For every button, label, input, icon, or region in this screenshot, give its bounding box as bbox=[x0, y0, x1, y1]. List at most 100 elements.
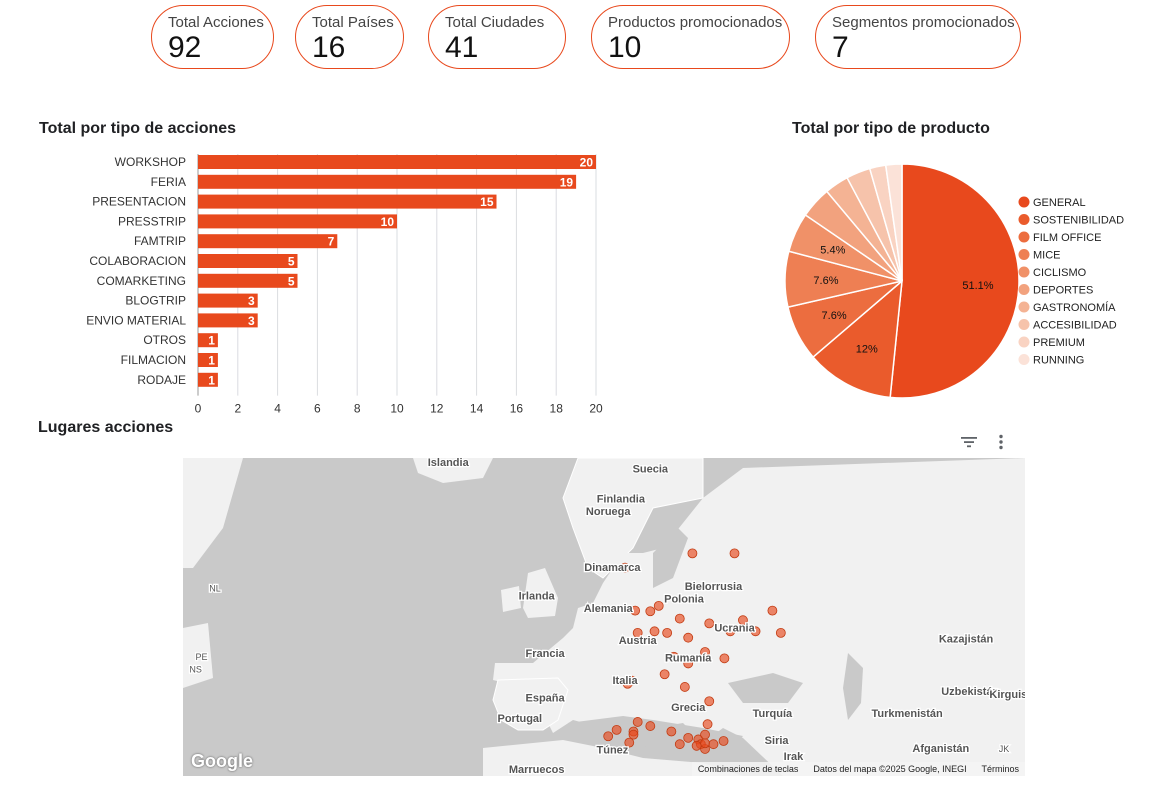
bar[interactable] bbox=[198, 234, 338, 249]
map-label: Siria bbox=[765, 735, 790, 747]
map-marker[interactable] bbox=[704, 696, 715, 707]
map-marker[interactable] bbox=[674, 739, 685, 750]
map-marker[interactable] bbox=[775, 627, 786, 638]
category-label: RODAJE bbox=[137, 373, 186, 387]
map-marker[interactable] bbox=[653, 600, 664, 611]
map-marker[interactable] bbox=[626, 675, 637, 686]
map-marker[interactable] bbox=[729, 548, 740, 559]
map-marker[interactable] bbox=[718, 736, 729, 746]
map-label: Francia bbox=[525, 648, 565, 660]
map-marker[interactable] bbox=[620, 562, 630, 573]
map-marker[interactable] bbox=[611, 724, 622, 735]
map-marker[interactable] bbox=[700, 738, 710, 749]
map-marker[interactable] bbox=[683, 732, 694, 743]
category-label: WORKSHOP bbox=[115, 155, 186, 169]
x-tick-label: 4 bbox=[274, 402, 281, 416]
map-marker[interactable] bbox=[767, 605, 778, 616]
bar[interactable] bbox=[198, 214, 397, 229]
bar-chart: 0 2 4 6 8 10 12 14 16 18 20 WORKSHOP 20 FERIA 19 PRESEN… bbox=[86, 154, 603, 416]
category-label: COMARKETING bbox=[97, 274, 186, 288]
map-marker[interactable] bbox=[683, 658, 694, 669]
filter-icon[interactable] bbox=[959, 432, 979, 452]
category-label: PRESSTRIP bbox=[118, 214, 186, 228]
keyboard-shortcuts-link[interactable]: Combinaciones de teclas bbox=[697, 764, 799, 774]
pie-slice[interactable] bbox=[884, 163, 903, 282]
kpi-value: 41 bbox=[445, 31, 479, 64]
map-label: Afganistán bbox=[912, 743, 969, 755]
legend-label[interactable]: FILM OFFICE bbox=[1033, 232, 1101, 244]
more-options-icon[interactable] bbox=[991, 432, 1011, 452]
map-label: Turquía bbox=[753, 708, 793, 720]
map-marker[interactable] bbox=[719, 653, 730, 664]
legend-swatch bbox=[1018, 301, 1030, 313]
map-marker[interactable] bbox=[708, 739, 719, 750]
terms-link[interactable]: Términos bbox=[981, 764, 1019, 774]
bar[interactable] bbox=[198, 194, 497, 209]
map-marker[interactable] bbox=[628, 729, 639, 740]
map-marker[interactable] bbox=[662, 627, 673, 638]
pie-slice[interactable] bbox=[889, 163, 1020, 399]
category-label: BLOGTRIP bbox=[125, 294, 186, 308]
map-marker[interactable] bbox=[691, 740, 702, 751]
map[interactable]: Islandia Suecia Finlandia Noruega Dinamarca B… bbox=[183, 458, 1025, 776]
legend-label[interactable]: SOSTENIBILIDAD bbox=[1033, 215, 1124, 227]
map-marker[interactable] bbox=[624, 737, 635, 748]
map-marker[interactable] bbox=[645, 721, 656, 731]
map-marker[interactable] bbox=[683, 632, 694, 643]
map-marker[interactable] bbox=[750, 626, 761, 637]
map-marker[interactable] bbox=[687, 548, 698, 559]
legend-label[interactable]: PREMIUM bbox=[1033, 337, 1085, 349]
map-label: Ucrania bbox=[714, 622, 755, 634]
bar[interactable] bbox=[198, 273, 298, 288]
bar[interactable] bbox=[198, 313, 258, 328]
map-marker[interactable] bbox=[659, 669, 670, 680]
map-label: España bbox=[525, 692, 565, 704]
legend-label[interactable]: MICE bbox=[1033, 250, 1061, 262]
legend-label[interactable]: CICLISMO bbox=[1033, 267, 1087, 279]
bar[interactable] bbox=[198, 174, 577, 189]
kpi-value: 7 bbox=[832, 31, 849, 64]
map-label: JK bbox=[999, 744, 1010, 754]
bar[interactable] bbox=[198, 155, 596, 169]
land-iceland bbox=[413, 458, 493, 483]
map-marker[interactable] bbox=[679, 682, 690, 692]
bar[interactable] bbox=[198, 293, 258, 308]
map-label: Grecia bbox=[671, 702, 706, 714]
map-marker[interactable] bbox=[645, 606, 656, 617]
map-marker[interactable] bbox=[702, 719, 713, 730]
bar[interactable] bbox=[198, 254, 298, 268]
pie-slice[interactable] bbox=[812, 279, 903, 399]
map-marker[interactable] bbox=[649, 626, 660, 637]
map-marker[interactable] bbox=[630, 605, 641, 616]
bar[interactable] bbox=[198, 333, 218, 348]
map-marker[interactable] bbox=[700, 647, 710, 657]
map-marker[interactable] bbox=[674, 613, 685, 624]
x-tick-label: 12 bbox=[430, 402, 444, 416]
bar[interactable] bbox=[198, 372, 218, 387]
map-marker[interactable] bbox=[666, 726, 677, 737]
bar-value-label: 1 bbox=[208, 373, 215, 387]
legend-label[interactable]: ACCESIBILIDAD bbox=[1033, 320, 1117, 332]
map-marker[interactable] bbox=[632, 627, 643, 638]
map-label: Turkmenistán bbox=[871, 708, 943, 720]
map-label: Kazajistán bbox=[939, 633, 994, 645]
legend-label[interactable]: GENERAL bbox=[1033, 197, 1086, 209]
map-label: NS bbox=[189, 665, 202, 675]
map-label: PE bbox=[196, 652, 208, 662]
map-marker[interactable] bbox=[603, 731, 614, 742]
map-marker[interactable] bbox=[738, 615, 748, 626]
map-marker[interactable] bbox=[700, 729, 710, 740]
map-marker[interactable] bbox=[704, 618, 715, 629]
sea-baltic bbox=[653, 528, 688, 588]
x-tick-label: 18 bbox=[550, 402, 564, 416]
x-tick-label: 16 bbox=[510, 402, 524, 416]
legend-label[interactable]: RUNNING bbox=[1033, 355, 1084, 367]
map-marker[interactable] bbox=[668, 651, 679, 662]
legend-swatch bbox=[1018, 214, 1030, 225]
map-marker[interactable] bbox=[632, 717, 643, 727]
legend-label[interactable]: DEPORTES bbox=[1033, 285, 1093, 297]
map-marker[interactable] bbox=[725, 626, 736, 637]
bar[interactable] bbox=[198, 353, 218, 367]
legend-label[interactable]: GASTRONOMÍA bbox=[1033, 301, 1116, 314]
kpi-label: Total Ciudades bbox=[445, 14, 545, 31]
